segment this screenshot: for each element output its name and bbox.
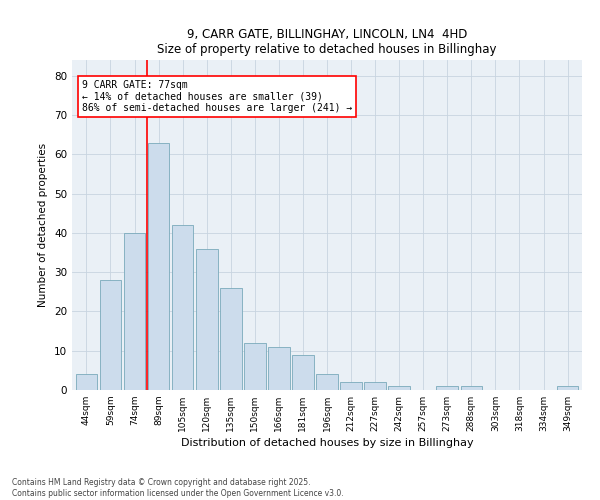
Bar (388, 386, 410, 390)
Bar (196, 248, 218, 390)
Bar (76, 374, 97, 390)
X-axis label: Distribution of detached houses by size in Billinghay: Distribution of detached houses by size … (181, 438, 473, 448)
Bar (172, 225, 193, 390)
Bar (292, 354, 314, 390)
Bar (316, 374, 338, 390)
Bar (124, 233, 145, 390)
Bar (364, 382, 386, 390)
Title: 9, CARR GATE, BILLINGHAY, LINCOLN, LN4  4HD
Size of property relative to detache: 9, CARR GATE, BILLINGHAY, LINCOLN, LN4 4… (157, 28, 497, 56)
Bar (340, 382, 362, 390)
Bar (244, 343, 266, 390)
Bar (557, 386, 578, 390)
Text: Contains HM Land Registry data © Crown copyright and database right 2025.
Contai: Contains HM Land Registry data © Crown c… (12, 478, 344, 498)
Bar (100, 280, 121, 390)
Bar (436, 386, 458, 390)
Text: 9 CARR GATE: 77sqm
← 14% of detached houses are smaller (39)
86% of semi-detache: 9 CARR GATE: 77sqm ← 14% of detached hou… (82, 80, 352, 113)
Bar (220, 288, 242, 390)
Bar (268, 347, 290, 390)
Bar (148, 142, 169, 390)
Bar (461, 386, 482, 390)
Y-axis label: Number of detached properties: Number of detached properties (38, 143, 49, 307)
